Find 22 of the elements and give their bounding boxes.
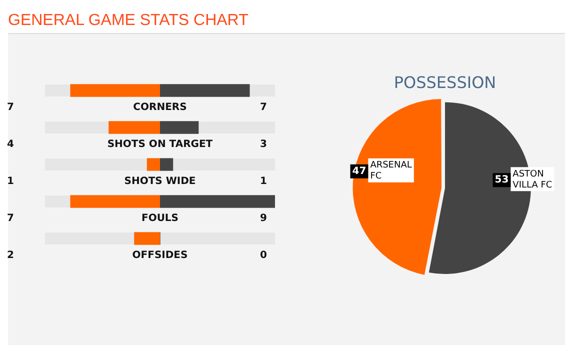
y-tick-label: SHOTS WIDE: [124, 176, 196, 188]
data-label: 1: [260, 176, 268, 188]
y-tick-label: SHOTS ON TARGET: [107, 139, 213, 150]
data-label: 7: [260, 102, 268, 114]
data-label: 9: [260, 213, 268, 224]
chart-title: POSSESSION: [394, 72, 496, 92]
data-label: 1: [7, 176, 14, 188]
data-label: 0: [260, 250, 268, 262]
slice-label: ASTON VILLA FC: [512, 169, 552, 190]
data-label: 7: [7, 102, 14, 114]
y-tick-label: OFFSIDES: [132, 250, 188, 262]
data-label: 3: [260, 139, 268, 150]
data-label: 4: [7, 139, 14, 150]
data-label: 2: [7, 250, 14, 262]
y-tick-label: FOULS: [141, 213, 179, 224]
bar: [134, 232, 160, 245]
data-label: 53: [494, 174, 509, 186]
data-label: 7: [7, 213, 14, 224]
chart-title: GENERAL GAME STATS CHART: [8, 12, 248, 30]
y-tick-label: CORNERS: [133, 102, 187, 114]
data-label: 47: [352, 166, 366, 177]
slice-label: ARSENAL FC: [370, 160, 412, 182]
